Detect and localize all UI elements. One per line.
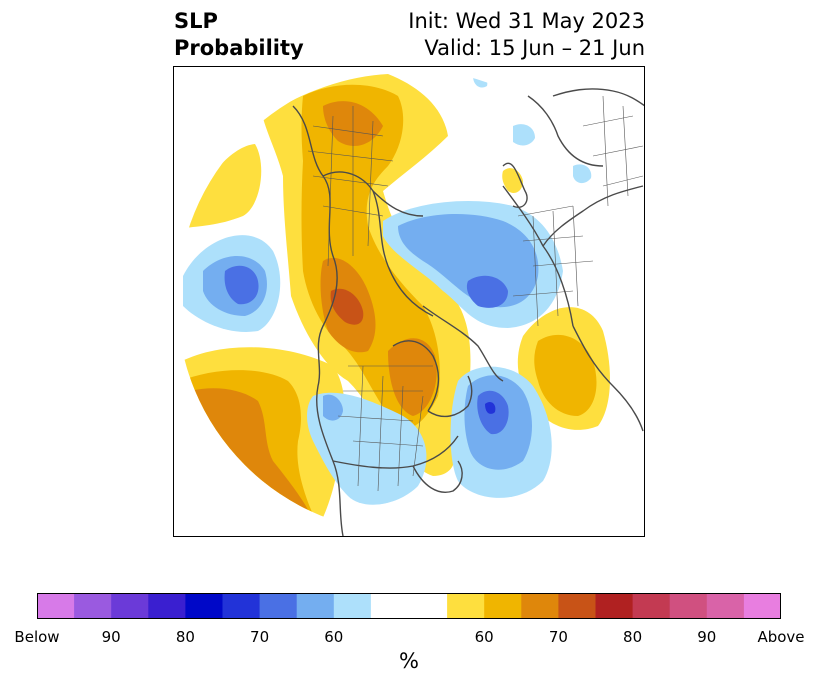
colorbar-cell	[521, 593, 559, 619]
colorbar-cell	[370, 593, 448, 619]
colorbar-tick-label: 60	[324, 628, 344, 646]
colorbar-cell	[296, 593, 335, 619]
colorbar-cell	[484, 593, 522, 619]
chart-title-left: SLP Probability	[174, 8, 304, 62]
colorbar-cells	[37, 593, 781, 619]
colorbar-tick-label: 70	[250, 628, 270, 646]
valid-range: Valid: 15 Jun – 21 Jun	[424, 36, 645, 60]
colorbar-cell	[595, 593, 634, 619]
colorbar-cell	[743, 593, 781, 619]
colorbar-cell	[111, 593, 149, 619]
colorbar-cell	[222, 593, 261, 619]
below-region-arctic-edge	[573, 164, 592, 184]
coastlines	[292, 88, 645, 537]
polar-stereographic-map	[173, 66, 645, 537]
below80-region-siberia	[466, 275, 508, 308]
title-probability: Probability	[174, 36, 304, 60]
chart-title-right: Init: Wed 31 May 2023 Valid: 15 Jun – 21…	[408, 8, 645, 62]
below80-region-north-pacific	[224, 265, 259, 305]
above70-region-north-atlantic	[534, 334, 597, 416]
colorbar-cell	[706, 593, 745, 619]
colorbar-cell	[185, 593, 223, 619]
colorbar-tick-label: Below	[14, 628, 60, 646]
colorbar-cell	[259, 593, 298, 619]
below70-region-west-us	[323, 394, 343, 421]
colorbar-tick-label: 90	[101, 628, 121, 646]
colorbar-cell	[333, 593, 372, 619]
colorbar-cell	[558, 593, 596, 619]
below-region-russia-east	[513, 124, 535, 146]
colorbar-tick-label: 80	[175, 628, 195, 646]
above-region-north-pacific	[185, 144, 262, 228]
colorbar-cell	[37, 593, 75, 619]
colorbar-frame	[37, 593, 781, 619]
country-borders	[307, 95, 644, 492]
colorbar-tick-label: 70	[548, 628, 568, 646]
below-region-top	[473, 75, 488, 88]
colorbar-tick-label: 80	[623, 628, 643, 646]
above90-region-canada	[330, 288, 364, 325]
above80-region-hudson	[388, 338, 437, 416]
colorbar-tick-label: Above	[757, 628, 805, 646]
title-slp: SLP	[174, 9, 218, 33]
colorbar-cell	[632, 593, 671, 619]
colorbar-cell	[74, 593, 112, 619]
colorbar-tick-label: 90	[697, 628, 717, 646]
colorbar-tick-label: 60	[474, 628, 494, 646]
colorbar	[37, 593, 781, 619]
map-frame	[173, 66, 645, 537]
below90-region-north-atlantic	[485, 401, 496, 414]
colorbar-unit: %	[399, 649, 419, 673]
init-date: Init: Wed 31 May 2023	[408, 9, 645, 33]
colorbar-cell	[148, 593, 186, 619]
colorbar-cell	[447, 593, 485, 619]
colorbar-cell	[669, 593, 708, 619]
